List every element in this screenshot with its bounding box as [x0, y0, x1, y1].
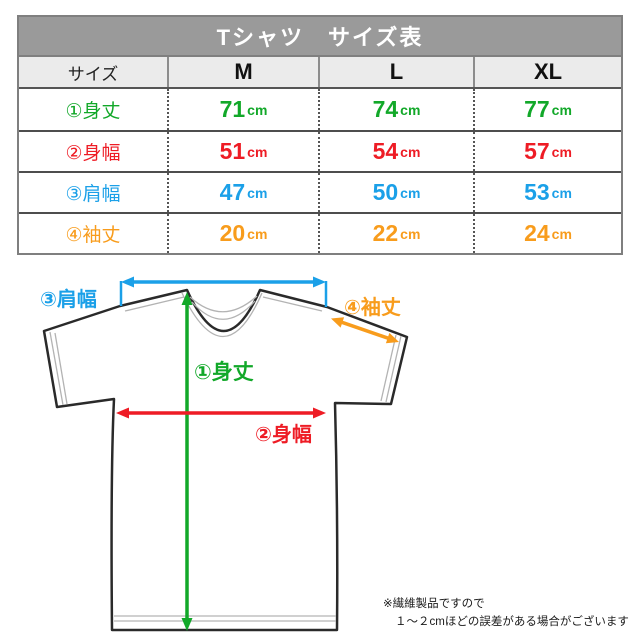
- tolerance-note: ※繊維製品ですので １～２cmほどの誤差がある場合がございます: [383, 596, 629, 632]
- sleeve-length-label: ④袖丈: [344, 297, 401, 319]
- header-size-label: サイズ: [67, 64, 119, 84]
- size-value-cell: 51 cm: [167, 132, 318, 171]
- body-length-label: ①身丈: [194, 361, 254, 384]
- body-width-arrow: [116, 407, 326, 419]
- size-value-cell: 53 cm: [473, 173, 621, 212]
- table-title: Tシャツ サイズ表: [19, 17, 621, 57]
- shoulder-width-arrow: [119, 276, 328, 307]
- tolerance-note-line2: １～２cmほどの誤差がある場合がございます: [395, 615, 629, 628]
- size-value-cell: 74 cm: [318, 89, 473, 130]
- table-row-body-width: ②身幅 51 cm 54 cm 57 cm: [19, 130, 621, 171]
- tolerance-note-line1: ※繊維製品ですので: [383, 598, 485, 610]
- size-value-cell: 71 cm: [167, 89, 318, 130]
- row-label: ①身丈: [65, 101, 121, 122]
- body-length-arrow: [181, 292, 193, 631]
- tshirt-outline: [42, 288, 409, 632]
- header-col-m: M: [167, 57, 318, 87]
- size-value-cell: 22 cm: [318, 214, 473, 253]
- table-row-sleeve-length: ④袖丈 20 cm 22 cm 24 cm: [19, 212, 621, 253]
- size-value-cell: 20 cm: [167, 214, 318, 253]
- body-width-label: ②身幅: [255, 424, 312, 446]
- row-label: ④袖丈: [65, 225, 121, 246]
- tshirt-seam-details: [49, 292, 402, 622]
- header-col-xl: XL: [473, 57, 621, 87]
- row-label: ③肩幅: [65, 184, 121, 205]
- size-value-cell: 54 cm: [318, 132, 473, 171]
- table-row-shoulder-width: ③肩幅 47 cm 50 cm 53 cm: [19, 171, 621, 212]
- size-value-cell: 47 cm: [167, 173, 318, 212]
- size-value-cell: 57 cm: [473, 132, 621, 171]
- table-row-body-length: ①身丈 71 cm 74 cm 77 cm: [19, 89, 621, 130]
- tshirt-diagram: [42, 276, 409, 632]
- shoulder-width-label: ③肩幅: [40, 289, 97, 311]
- size-value-cell: 24 cm: [473, 214, 621, 253]
- size-value-cell: 77 cm: [473, 89, 621, 130]
- header-col-l: L: [318, 57, 473, 87]
- table-header-row: サイズ M L XL: [19, 57, 621, 89]
- row-label: ②身幅: [65, 143, 121, 164]
- size-table: Tシャツ サイズ表 サイズ M L XL ①身丈 71 cm 74 cm 77 cm …: [17, 15, 623, 255]
- sleeve-length-arrow: [331, 317, 399, 344]
- size-value-cell: 50 cm: [318, 173, 473, 212]
